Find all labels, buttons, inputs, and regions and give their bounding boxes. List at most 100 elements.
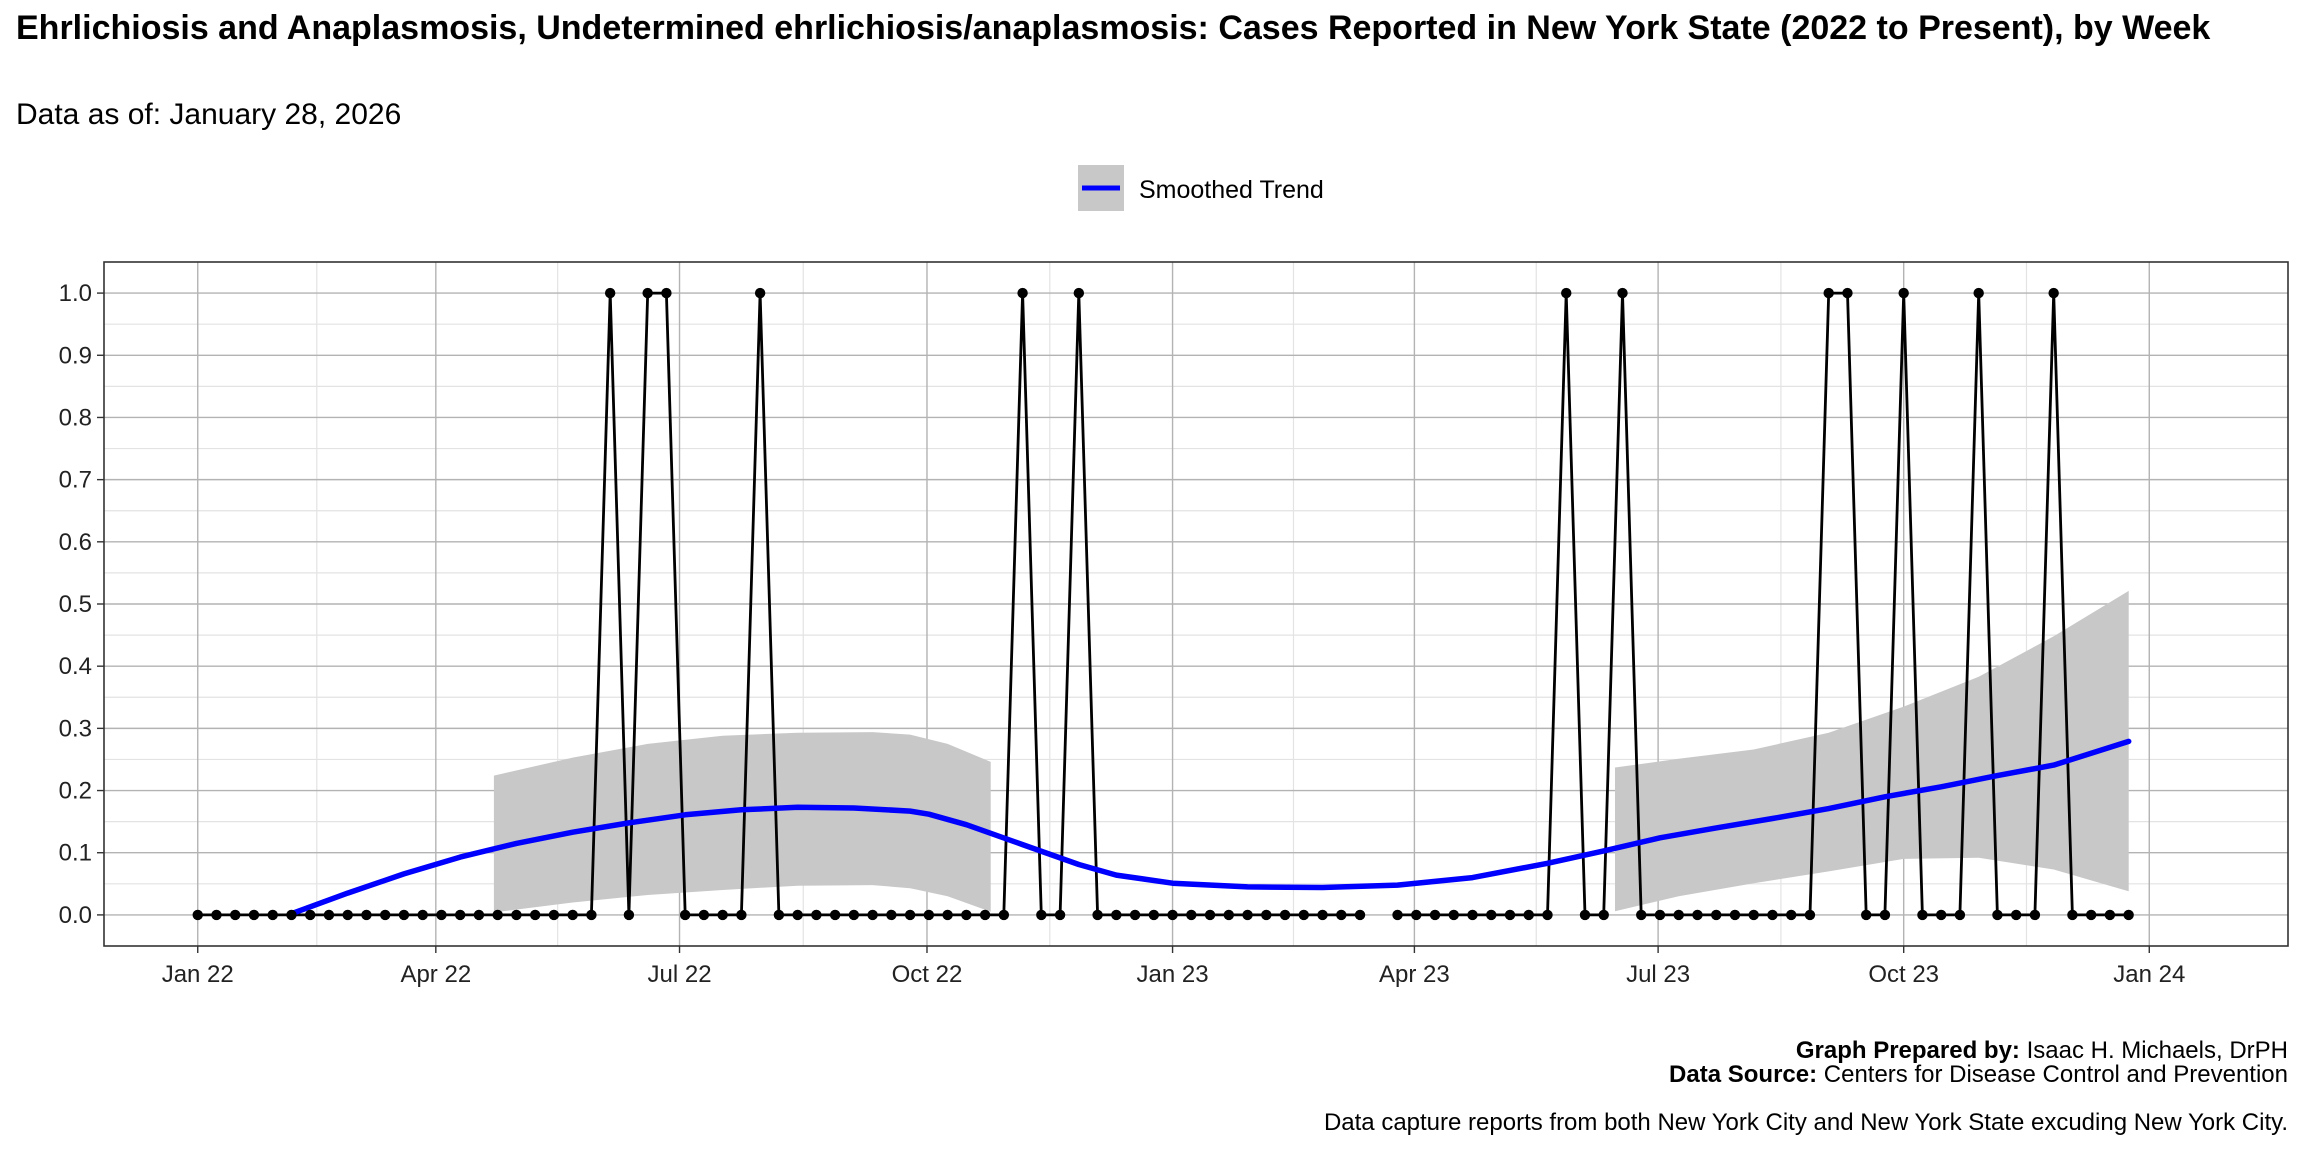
data-point	[717, 909, 728, 921]
data-point	[1111, 909, 1122, 921]
y-tick-label: 0.0	[59, 902, 92, 929]
data-point	[1860, 909, 1872, 921]
data-point	[1748, 909, 1759, 921]
data-point	[1242, 909, 1253, 921]
data-point	[923, 909, 935, 921]
confidence-band	[1615, 590, 2129, 912]
confidence-band	[493, 732, 991, 913]
data-point	[2085, 909, 2097, 921]
data-point	[1017, 287, 1028, 299]
y-tick-label: 0.8	[59, 404, 92, 431]
data-point	[811, 909, 822, 921]
data-point	[1317, 909, 1328, 921]
data-point	[511, 909, 522, 921]
data-point	[1542, 909, 1553, 921]
prepared-by-value: Isaac H. Michaels, DrPH	[2019, 1037, 2288, 1064]
data-point	[1392, 909, 1403, 921]
data-point	[2123, 909, 2134, 921]
data-point	[1204, 909, 1216, 921]
data-point	[979, 909, 991, 921]
data-point	[1523, 909, 1534, 921]
y-tick-label: 0.7	[59, 467, 92, 494]
data-point	[1167, 909, 1178, 921]
data-point	[305, 909, 316, 921]
data-point	[1261, 909, 1272, 921]
data-point	[961, 909, 972, 921]
y-tick-label: 0.5	[59, 591, 92, 618]
data-point	[998, 909, 1010, 921]
data-point	[342, 909, 353, 921]
data-point	[848, 909, 860, 921]
data-point	[1654, 909, 1666, 921]
data-point	[286, 909, 297, 921]
data-point	[1054, 909, 1066, 921]
data-point	[754, 287, 766, 299]
data-point	[2104, 909, 2116, 921]
smoothed-trend-line	[288, 738, 2132, 917]
data-point	[1617, 287, 1628, 299]
data-point	[1598, 909, 1609, 921]
data-point	[1223, 909, 1235, 921]
data-point	[473, 909, 485, 921]
data-point	[1486, 909, 1497, 921]
data-point	[904, 909, 916, 921]
data-point	[192, 909, 203, 921]
data-point	[361, 909, 372, 921]
data-point	[398, 909, 410, 921]
x-tick-label: Jan 22	[162, 961, 234, 988]
weekly-cases-line	[1397, 291, 2129, 917]
data-point	[679, 909, 691, 921]
data-source-value: Centers for Disease Control and Preventi…	[1817, 1061, 2288, 1088]
data-point	[792, 909, 803, 921]
data-point	[454, 909, 466, 921]
data-point	[1954, 909, 1966, 921]
data-point	[211, 909, 222, 921]
y-tick-label: 0.4	[59, 653, 92, 680]
data-point	[1823, 287, 1834, 299]
data-point	[1448, 909, 1459, 921]
y-tick-label: 0.1	[59, 840, 92, 867]
data-point	[436, 909, 447, 921]
data-point	[2067, 909, 2078, 921]
data-point	[698, 909, 710, 921]
prepared-by-caption: Graph Prepared by: Isaac H. Michaels, Dr…	[1796, 1038, 2288, 1064]
data-point	[1692, 909, 1703, 921]
data-point	[736, 909, 747, 921]
data-point	[267, 909, 278, 921]
data-point	[248, 909, 260, 921]
data-point	[1429, 909, 1441, 921]
data-point	[1129, 909, 1141, 921]
data-point	[623, 909, 635, 921]
data-point	[1467, 909, 1478, 921]
data-point	[1036, 909, 1047, 921]
prepared-by-label: Graph Prepared by:	[1795, 1037, 2020, 1064]
data-point	[1092, 909, 1103, 921]
data-source-label: Data Source:	[1669, 1061, 1818, 1088]
data-point	[323, 909, 335, 921]
data-point	[1879, 909, 1891, 921]
data-note-caption: Data capture reports from both New York …	[1323, 1109, 2288, 1136]
data-point	[2048, 287, 2059, 299]
data-point	[604, 287, 616, 299]
data-point	[1973, 287, 1984, 299]
data-point	[1279, 909, 1291, 921]
data-point	[661, 287, 672, 299]
y-tick-label: 0.2	[59, 778, 92, 805]
legend-label: Smoothed Trend	[1139, 176, 1324, 204]
data-point	[1917, 909, 1928, 921]
data-point	[1186, 909, 1197, 921]
chart-subtitle: Data as of: January 28, 2026	[16, 98, 402, 131]
data-point	[230, 909, 241, 921]
data-point	[1298, 909, 1309, 921]
x-tick-label: Oct 23	[1868, 961, 1939, 988]
data-point	[829, 909, 841, 921]
data-point	[548, 909, 560, 921]
chart-title: Ehrlichiosis and Anaplasmosis, Undetermi…	[16, 9, 2211, 47]
data-point	[867, 909, 878, 921]
data-point	[1767, 909, 1778, 921]
data-point	[586, 909, 597, 921]
data-point	[773, 909, 785, 921]
data-point	[1729, 909, 1741, 921]
data-point	[1898, 287, 1909, 299]
data-point	[1336, 909, 1347, 921]
